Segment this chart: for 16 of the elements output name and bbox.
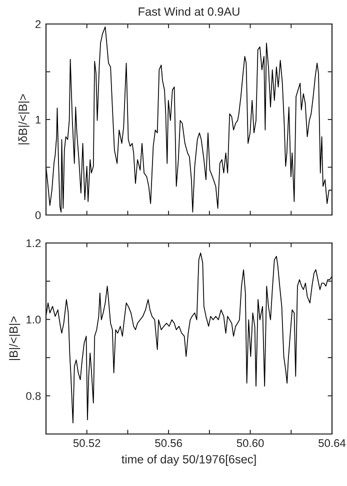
y-tick-label: 0.8 [26, 392, 41, 400]
y-tick-label: 1.0 [26, 316, 41, 324]
y-tick-label: 1.2 [26, 239, 41, 248]
x-tick-label: 50.52 [73, 439, 100, 448]
x-tick-label: 50.64 [318, 439, 346, 448]
y-tick-label: 1 [36, 116, 41, 124]
y-tick-label: 0 [35, 211, 41, 220]
y-axis-title: |B|/<|B|> [9, 316, 20, 360]
y-axis-title: |δB|/<|B|> [18, 94, 30, 144]
x-tick-label: 50.60 [236, 439, 264, 448]
x-tick-label: 50.56 [155, 439, 182, 448]
chart-title: Fast Wind at 0.9AU [138, 7, 240, 16]
line-series [46, 26, 332, 213]
line-series [46, 252, 332, 424]
y-tick-label: 2 [36, 20, 41, 28]
x-axis-title: time of day 50/1976[6sec] [122, 454, 256, 466]
